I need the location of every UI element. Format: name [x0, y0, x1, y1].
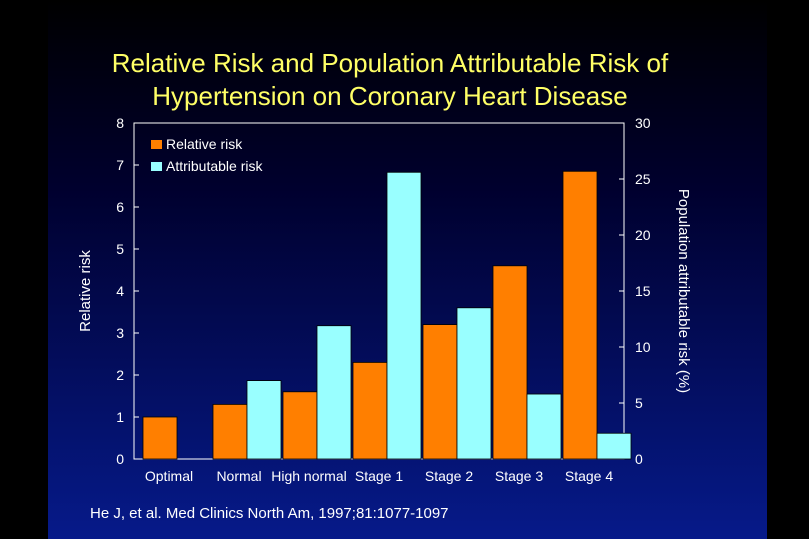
x-axis-category-label: Stage 4: [565, 468, 613, 484]
x-axis-category-label: Stage 3: [495, 468, 543, 484]
legend-label-attributable-risk: Attributable risk: [166, 158, 263, 174]
legend-swatch-relative-risk: [151, 140, 162, 149]
left-axis-tick-label: 4: [116, 283, 124, 299]
bar-relative-risk: [282, 391, 318, 460]
left-axis-tick-label: 7: [116, 157, 124, 173]
citation: He J, et al. Med Clinics North Am, 1997;…: [90, 505, 449, 522]
bar-attributable-risk: [596, 432, 632, 460]
right-axis-tick-label: 25: [635, 171, 651, 187]
left-axis-tick-label: 8: [116, 115, 124, 131]
left-axis-tick-label: 1: [116, 409, 124, 425]
chart-title-line-1: Relative Risk and Population Attributabl…: [111, 48, 669, 78]
right-axis-tick-label: 30: [635, 115, 651, 131]
x-axis-category-label: Normal: [216, 468, 261, 484]
x-axis-category-label: Optimal: [145, 468, 193, 484]
left-axis-tick-label: 6: [116, 199, 124, 215]
x-axis-category-label: Stage 2: [425, 468, 473, 484]
bar-relative-risk: [212, 403, 248, 460]
bar-attributable-risk: [386, 171, 422, 460]
bar-attributable-risk: [526, 393, 562, 460]
legend-label-relative-risk: Relative risk: [166, 136, 243, 152]
right-axis-tick-label: 5: [635, 395, 643, 411]
bar-relative-risk: [422, 324, 458, 460]
right-axis-tick-label: 0: [635, 451, 643, 467]
x-axis-category-label: Stage 1: [355, 468, 403, 484]
bar-relative-risk: [562, 170, 598, 460]
right-axis-tick-label: 15: [635, 283, 651, 299]
chart-title-line-2: Hypertension on Coronary Heart Disease: [152, 81, 628, 111]
left-axis-tick-label: 2: [116, 367, 124, 383]
left-side-band: [0, 0, 48, 539]
bar-attributable-risk: [316, 325, 352, 460]
bar-attributable-risk: [246, 380, 282, 460]
right-axis-tick-label: 10: [635, 339, 651, 355]
bar-relative-risk: [492, 265, 528, 460]
right-axis-label: Population attributable risk (%): [675, 189, 692, 393]
left-axis-tick-label: 0: [116, 451, 124, 467]
bar-relative-risk: [352, 361, 388, 460]
right-axis-tick-label: 20: [635, 227, 651, 243]
legend-swatch-attributable-risk: [151, 162, 162, 171]
left-axis-label: Relative risk: [77, 250, 94, 332]
left-axis-tick-label: 5: [116, 241, 124, 257]
bar-relative-risk: [142, 416, 178, 460]
bar-attributable-risk: [456, 307, 492, 460]
right-side-band: [767, 0, 809, 539]
left-axis-tick-label: 3: [116, 325, 124, 341]
x-axis-category-label: High normal: [271, 468, 346, 484]
